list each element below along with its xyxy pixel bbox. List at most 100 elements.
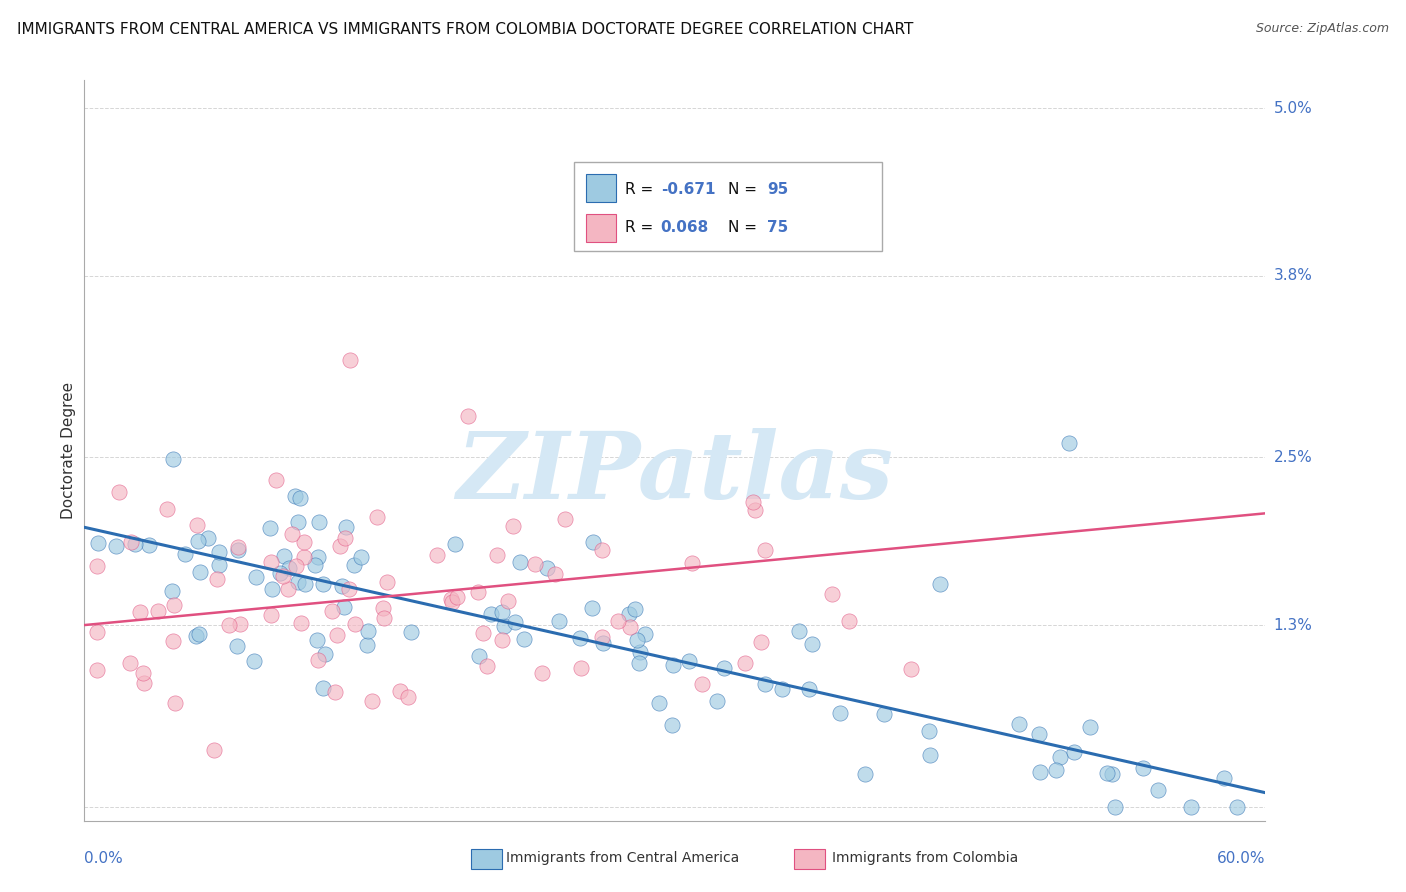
- Text: 95: 95: [768, 182, 789, 196]
- Point: [188, 627, 211, 641]
- Point: [678, 655, 700, 669]
- Point: [734, 656, 756, 670]
- Point: [245, 570, 267, 584]
- Point: [118, 657, 141, 671]
- Text: R =: R =: [626, 220, 658, 235]
- Point: [188, 566, 211, 580]
- Point: [132, 665, 155, 680]
- Point: [277, 582, 299, 597]
- Point: [138, 538, 160, 552]
- Point: [787, 624, 810, 639]
- Point: [617, 607, 640, 622]
- FancyBboxPatch shape: [575, 161, 882, 251]
- Point: [582, 535, 605, 549]
- Point: [186, 629, 208, 643]
- FancyBboxPatch shape: [586, 213, 616, 242]
- Point: [797, 682, 820, 697]
- Point: [314, 647, 336, 661]
- Point: [491, 633, 513, 648]
- Point: [1028, 727, 1050, 741]
- Point: [486, 549, 509, 563]
- Point: [634, 627, 657, 641]
- Point: [1226, 799, 1249, 814]
- Point: [569, 661, 592, 675]
- Point: [502, 518, 524, 533]
- Point: [373, 611, 395, 625]
- Point: [305, 633, 328, 648]
- Point: [335, 520, 357, 534]
- Text: N =: N =: [728, 220, 762, 235]
- Text: 60.0%: 60.0%: [1218, 851, 1265, 866]
- Point: [337, 582, 360, 597]
- Point: [770, 682, 793, 697]
- Point: [821, 587, 844, 601]
- Text: ZIPatlas: ZIPatlas: [457, 427, 893, 517]
- Point: [396, 690, 419, 704]
- Point: [163, 598, 186, 612]
- Point: [375, 575, 398, 590]
- Point: [1029, 765, 1052, 780]
- Point: [260, 607, 283, 622]
- Point: [226, 542, 249, 557]
- Text: IMMIGRANTS FROM CENTRAL AMERICA VS IMMIGRANTS FROM COLOMBIA DOCTORATE DEGREE COR: IMMIGRANTS FROM CENTRAL AMERICA VS IMMIG…: [17, 22, 914, 37]
- Point: [160, 584, 183, 599]
- Point: [690, 676, 713, 690]
- Point: [208, 544, 231, 558]
- Point: [492, 619, 515, 633]
- Point: [307, 550, 329, 565]
- Point: [273, 549, 295, 563]
- Point: [838, 615, 860, 629]
- Point: [446, 590, 468, 604]
- Point: [288, 491, 311, 505]
- Point: [1132, 761, 1154, 775]
- Point: [475, 658, 498, 673]
- Text: 1.3%: 1.3%: [1274, 617, 1313, 632]
- Point: [661, 657, 683, 672]
- Point: [208, 558, 231, 572]
- Point: [304, 558, 326, 573]
- Point: [228, 540, 250, 554]
- Point: [706, 694, 728, 708]
- Point: [1008, 717, 1031, 731]
- Point: [294, 549, 316, 564]
- Point: [1104, 799, 1126, 814]
- Point: [873, 707, 896, 722]
- Point: [269, 566, 291, 581]
- Point: [918, 723, 941, 738]
- Point: [1213, 771, 1236, 785]
- Point: [626, 632, 648, 647]
- Point: [86, 663, 108, 677]
- Point: [333, 600, 356, 615]
- Point: [749, 634, 772, 648]
- Text: Source: ZipAtlas.com: Source: ZipAtlas.com: [1256, 22, 1389, 36]
- Point: [441, 595, 464, 609]
- Point: [855, 767, 877, 781]
- Text: 0.0%: 0.0%: [84, 851, 124, 866]
- Point: [373, 601, 395, 615]
- Point: [260, 582, 283, 596]
- Point: [229, 617, 252, 632]
- Point: [339, 352, 361, 367]
- Point: [547, 614, 569, 628]
- Point: [344, 616, 367, 631]
- Text: 5.0%: 5.0%: [1274, 101, 1312, 116]
- Point: [754, 676, 776, 690]
- Point: [259, 521, 281, 535]
- Point: [356, 638, 378, 652]
- Point: [173, 547, 195, 561]
- Point: [186, 517, 208, 532]
- Point: [591, 630, 613, 644]
- Point: [754, 543, 776, 558]
- Point: [503, 615, 526, 629]
- Point: [581, 601, 603, 615]
- Text: -0.671: -0.671: [661, 182, 716, 196]
- Point: [202, 743, 225, 757]
- Point: [513, 632, 536, 646]
- Point: [468, 649, 491, 664]
- Point: [591, 543, 613, 558]
- Point: [1045, 764, 1067, 778]
- Point: [444, 536, 467, 550]
- Point: [148, 604, 170, 618]
- Point: [165, 696, 187, 710]
- Point: [830, 706, 852, 721]
